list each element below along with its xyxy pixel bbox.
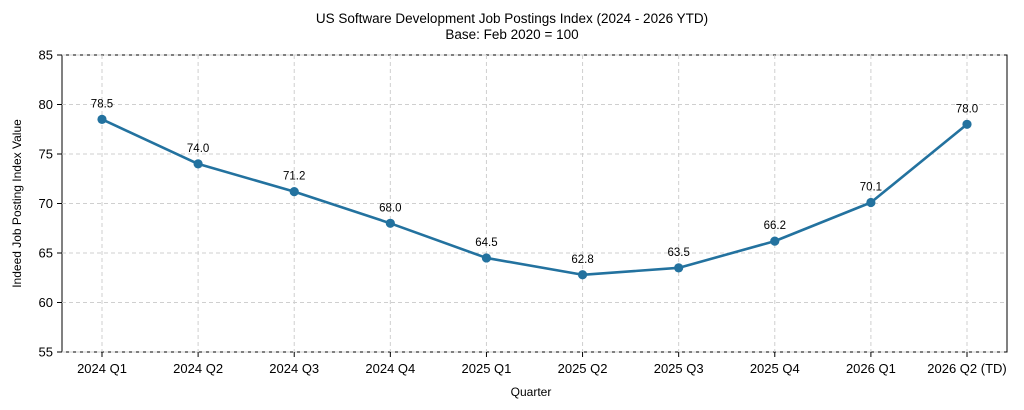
x-tick-label: 2025 Q4 (750, 361, 800, 376)
x-axis-label: Quarter (511, 385, 552, 399)
data-point (193, 159, 203, 169)
y-tick-label: 70 (39, 196, 53, 211)
y-tick-label: 85 (39, 48, 53, 63)
y-tick-label: 80 (39, 97, 53, 112)
y-axis: 55 60 65 70 75 80 85 (39, 48, 62, 360)
data-label: 64.5 (475, 237, 497, 249)
x-tick-label: 2026 Q1 (846, 361, 896, 376)
x-tick-label: 2024 Q4 (365, 361, 415, 376)
data-point (674, 263, 684, 273)
data-point (770, 236, 780, 246)
data-point (866, 197, 876, 208)
y-tick-label: 60 (39, 295, 53, 310)
x-tick-label: 2024 Q3 (269, 361, 319, 376)
data-point (385, 218, 395, 228)
y-tick-label: 75 (39, 147, 53, 162)
y-tick-label: 55 (39, 345, 53, 360)
data-label: 63.5 (667, 247, 689, 259)
data-label: 71.2 (283, 171, 305, 183)
series: 78.5 74.0 71.2 68.0 64.5 62.8 63.5 66.2 70.1 78.0 (91, 98, 978, 280)
chart-title: US Software Development Job Postings Ind… (316, 11, 708, 26)
data-point (962, 119, 972, 129)
x-tick-label: 2024 Q2 (173, 361, 223, 376)
data-label: 78.0 (956, 103, 978, 115)
data-label: 70.1 (860, 182, 882, 194)
x-tick-label: 2025 Q3 (654, 361, 704, 376)
x-tick-label: 2024 Q1 (77, 361, 127, 376)
data-label: 68.0 (379, 202, 401, 214)
data-label: 66.2 (764, 220, 786, 232)
data-label: 78.5 (91, 98, 113, 110)
data-point (481, 253, 492, 263)
data-point (577, 270, 588, 280)
y-tick-label: 65 (39, 246, 53, 261)
grid (62, 54, 1007, 353)
data-label: 74.0 (187, 143, 209, 155)
data-point (289, 187, 299, 197)
chart-subtitle: Base: Feb 2020 = 100 (445, 27, 578, 42)
x-axis: 2024 Q1 2024 Q2 2024 Q3 2024 Q4 2025 Q1 2025 … (77, 352, 1007, 376)
data-point (97, 114, 107, 124)
x-tick-label: 2025 Q1 (462, 361, 512, 376)
x-tick-label: 2025 Q2 (558, 361, 608, 376)
x-tick-label: 2026 Q2 (TD) (927, 361, 1006, 376)
y-axis-label: Indeed Job Posting Index Value (10, 119, 24, 288)
series-line (100, 118, 969, 277)
data-label: 62.8 (571, 254, 593, 266)
